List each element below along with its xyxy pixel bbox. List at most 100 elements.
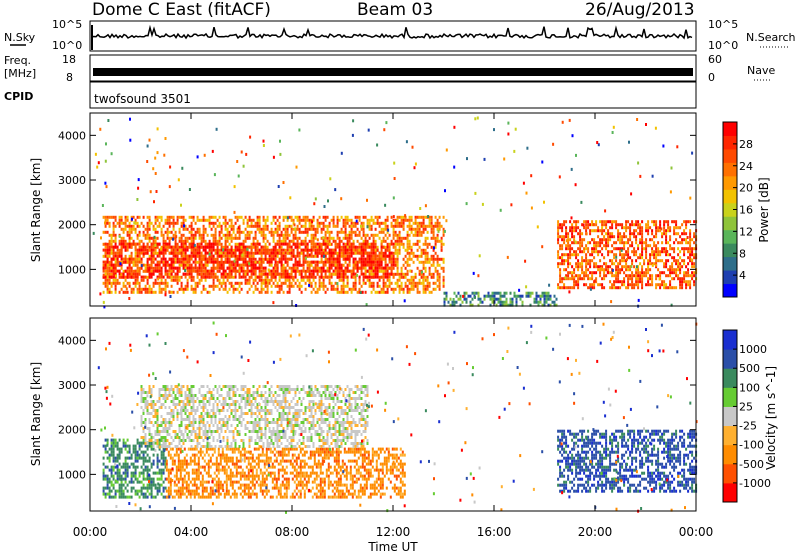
echo-cell [384, 266, 387, 270]
echo-cell [677, 274, 680, 278]
echo-cell [250, 221, 253, 225]
echo-cell [206, 218, 209, 222]
echo-cell [282, 218, 285, 222]
echo-cell [102, 290, 105, 294]
echo-cell [403, 299, 406, 303]
echo-cell [559, 247, 562, 251]
echo-cell [295, 165, 298, 169]
echo-cell [126, 248, 129, 252]
echo-cell [605, 244, 608, 248]
echo-cell [342, 251, 345, 255]
echo-cell [318, 215, 321, 219]
echo-cell [693, 280, 696, 284]
echo-cell [362, 266, 365, 270]
echo-cell [286, 230, 289, 234]
echo-cell [581, 241, 584, 245]
echo-cell [428, 272, 431, 276]
echo-cell [409, 269, 412, 273]
echo-cell [194, 233, 197, 237]
echo-cell [224, 239, 227, 243]
echo-cell [198, 272, 201, 276]
echo-cell [240, 150, 243, 154]
echo-cell [629, 277, 632, 281]
echo-cell [156, 151, 159, 155]
echo-cell [142, 215, 145, 219]
echo-cell [420, 224, 423, 228]
echo-cell [362, 263, 365, 267]
echo-cell [220, 236, 223, 240]
echo-cell [310, 254, 313, 258]
echo-cell [336, 260, 339, 264]
echo-cell [574, 183, 577, 187]
echo-cell [416, 230, 419, 234]
echo-cell [308, 281, 311, 285]
echo-cell [685, 241, 688, 245]
echo-cell [344, 242, 347, 246]
echo-cell [589, 229, 592, 233]
echo-cell [118, 468, 121, 472]
echo-cell [96, 165, 99, 169]
echo-cell [210, 215, 213, 219]
echo-cell [497, 291, 500, 295]
echo-cell [322, 260, 325, 264]
echo-cell [386, 263, 389, 267]
echo-cell [146, 269, 149, 273]
echo-cell [507, 121, 510, 125]
echo-cell [210, 221, 213, 225]
echo-cell [302, 251, 305, 255]
echo-cell [631, 262, 634, 266]
echo-cell [571, 247, 574, 251]
echo-cell [382, 278, 385, 282]
echo-cell [541, 291, 544, 295]
echo-cell [100, 236, 102, 240]
echo-cell [245, 152, 248, 156]
echo-cell [106, 465, 109, 469]
echo-cell [352, 281, 355, 285]
echo-cell [292, 251, 295, 255]
echo-cell [132, 474, 135, 478]
echo-cell [368, 218, 371, 222]
echo-cell [134, 453, 137, 457]
echo-cell [128, 245, 131, 249]
echo-cell [226, 290, 229, 294]
echo-cell [322, 251, 325, 255]
echo-cell [561, 277, 564, 281]
echo-cell [224, 272, 227, 276]
echo-cell [649, 283, 652, 287]
echo-cell [408, 251, 411, 255]
echo-cell [360, 266, 363, 270]
echo-cell [304, 242, 307, 246]
echo-cell [350, 251, 353, 255]
echo-cell [683, 274, 686, 278]
echo-cell [348, 236, 351, 240]
echo-cell [372, 272, 375, 276]
echo-cell [242, 242, 245, 246]
echo-cell [290, 215, 293, 219]
echo-cell [394, 218, 397, 222]
echo-cell [166, 242, 169, 246]
echo-cell [412, 254, 415, 258]
echo-cell [104, 254, 107, 258]
echo-cell [124, 465, 127, 469]
echo-cell [130, 242, 133, 246]
echo-cell [218, 230, 221, 234]
echo-cell [687, 280, 690, 284]
echo-cell [515, 294, 518, 298]
echo-cell [378, 284, 381, 288]
echo-cell [422, 251, 425, 255]
echo-cell [575, 262, 578, 266]
echo-cell [329, 242, 332, 246]
echo-cell [304, 254, 307, 258]
echo-cell [314, 281, 317, 285]
echo-cell [420, 230, 423, 234]
velocity-panel [97, 321, 698, 514]
echo-cell [402, 221, 405, 225]
echo-cell [134, 269, 137, 273]
echo-cell [246, 218, 249, 222]
echo-cell [364, 263, 367, 267]
echo-cell [114, 284, 117, 288]
noise-strip-frame [89, 20, 697, 52]
echo-cell [334, 224, 337, 228]
echo-cell [262, 251, 265, 255]
echo-cell [104, 284, 107, 288]
